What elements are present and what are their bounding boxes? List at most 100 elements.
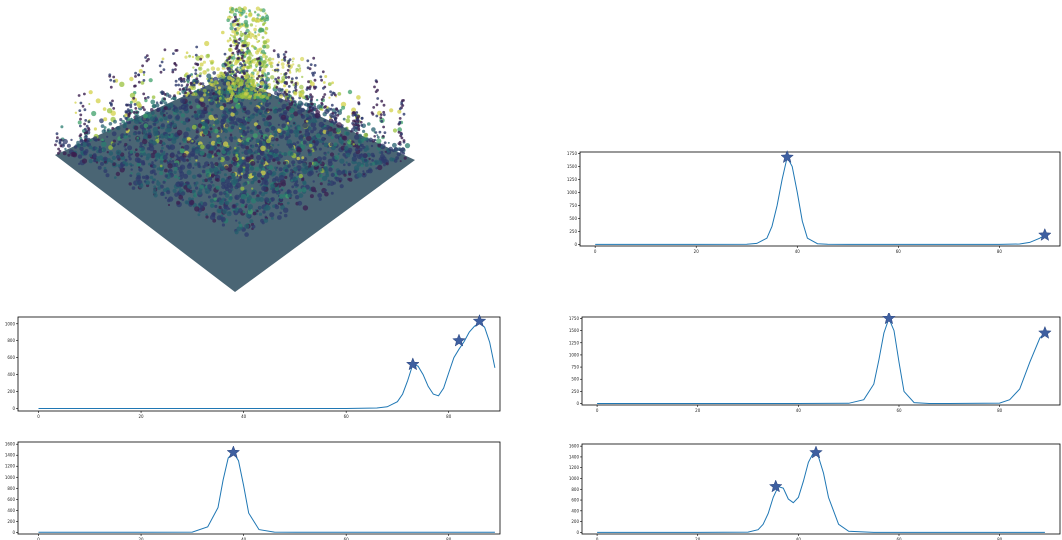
point (309, 162, 312, 165)
point (244, 32, 247, 35)
point (328, 161, 333, 166)
point (299, 174, 303, 178)
point (382, 135, 385, 138)
point (291, 100, 294, 103)
point (399, 141, 402, 144)
point (312, 140, 315, 143)
point (380, 120, 383, 123)
point (257, 160, 260, 163)
point (275, 169, 277, 171)
point (299, 85, 304, 90)
point (363, 173, 365, 175)
point (255, 25, 257, 27)
point (248, 56, 252, 60)
point (149, 144, 151, 146)
point (295, 195, 299, 199)
point (265, 65, 268, 68)
point (134, 126, 139, 131)
point (89, 159, 93, 163)
point (272, 159, 275, 162)
point (197, 110, 202, 115)
point (208, 115, 213, 120)
point (125, 111, 128, 114)
point (271, 137, 275, 141)
point (316, 171, 318, 173)
point (214, 119, 219, 124)
point (164, 101, 167, 104)
point (206, 105, 209, 108)
point (323, 106, 326, 109)
point (342, 136, 346, 140)
point (294, 183, 297, 186)
point (295, 77, 298, 80)
point (324, 109, 329, 114)
point (163, 114, 166, 117)
point (334, 94, 337, 97)
point (154, 159, 156, 161)
point (347, 140, 351, 144)
point (264, 218, 269, 223)
point (176, 49, 179, 52)
point (326, 172, 329, 175)
point (88, 120, 91, 123)
point (128, 135, 131, 138)
point (234, 80, 238, 84)
point (172, 69, 175, 72)
point (324, 75, 327, 78)
point (305, 131, 310, 136)
point (241, 173, 243, 175)
point (401, 99, 404, 102)
point (256, 66, 258, 68)
point (249, 130, 253, 134)
point (343, 143, 346, 146)
point (334, 112, 337, 115)
point (285, 51, 288, 54)
point (194, 206, 199, 211)
point (264, 18, 266, 20)
point (217, 152, 220, 155)
point (134, 75, 137, 78)
point (113, 120, 117, 124)
point (207, 184, 212, 189)
point (234, 28, 237, 31)
point (231, 180, 236, 185)
point (383, 113, 386, 116)
y-tick-label: 0 (574, 242, 577, 247)
point (95, 147, 98, 150)
point (309, 85, 312, 88)
point (143, 79, 146, 82)
point (357, 172, 362, 177)
point (245, 60, 247, 62)
point (322, 70, 325, 73)
point (199, 203, 201, 205)
point (226, 18, 230, 22)
point (248, 9, 251, 12)
point (352, 112, 355, 115)
point (138, 81, 141, 84)
point (119, 123, 121, 125)
y-tick-label: 1000 (5, 321, 16, 326)
point (244, 92, 248, 96)
point (324, 125, 327, 128)
point (305, 114, 309, 118)
point (401, 147, 405, 151)
point (204, 41, 209, 46)
point (240, 31, 242, 33)
point (300, 139, 303, 142)
point (309, 144, 313, 148)
point (251, 83, 253, 85)
point (200, 145, 205, 150)
point (210, 146, 215, 151)
point (233, 60, 235, 62)
point (155, 153, 160, 158)
point (149, 140, 153, 144)
point (195, 187, 198, 190)
point (371, 153, 375, 157)
point (109, 122, 113, 126)
point (219, 75, 222, 78)
point (89, 154, 92, 157)
point (208, 196, 211, 199)
point (347, 115, 351, 119)
point (319, 174, 323, 178)
point (146, 60, 149, 63)
